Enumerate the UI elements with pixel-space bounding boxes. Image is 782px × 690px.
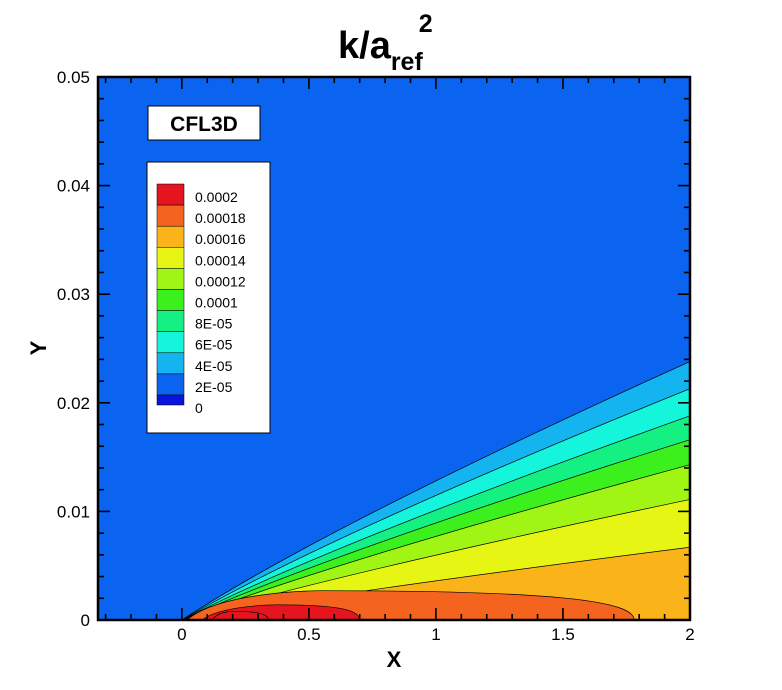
- solver-tag: CFL3D: [147, 105, 261, 141]
- y-tick-label: 0: [81, 611, 90, 630]
- x-tick-labels: 0 0.5 1 1.5 2: [177, 625, 695, 644]
- x-axis-title: X: [387, 647, 402, 672]
- y-tick-label: 0.03: [57, 285, 90, 304]
- legend-label: 4E-05: [195, 358, 233, 374]
- legend-swatch: [156, 310, 185, 332]
- legend-label: 6E-05: [195, 337, 233, 353]
- legend-label: 0.00012: [195, 273, 246, 289]
- axis-ticks: [98, 76, 691, 621]
- contour-bands: [180, 360, 691, 621]
- legend-swatch: [156, 268, 185, 290]
- title-subscript: ref: [391, 48, 424, 76]
- y-tick-label: 0.01: [57, 502, 90, 521]
- legend-swatch: [156, 352, 185, 375]
- legend-swatch: [156, 394, 185, 406]
- x-tick-label: 0.5: [297, 625, 321, 644]
- y-tick-label: 0.04: [57, 177, 90, 196]
- y-tick-labels: 0 0.01 0.02 0.03 0.04 0.05: [57, 68, 90, 630]
- legend-swatch: [156, 373, 185, 396]
- legend: 0.0002 0.00018 0.00016 0.00014 0.00012 0.0001…: [146, 161, 271, 434]
- legend-label: 0: [195, 400, 203, 416]
- x-tick-label: 1: [431, 625, 440, 644]
- y-axis-title: Y: [26, 340, 51, 355]
- legend-swatch: [156, 183, 185, 206]
- legend-swatch: [156, 204, 185, 227]
- legend-label: 0.0001: [195, 295, 238, 311]
- x-tick-label: 2: [685, 625, 694, 644]
- legend-swatch: [156, 225, 185, 248]
- x-tick-label: 1.5: [551, 625, 575, 644]
- plot-frame: [96, 75, 692, 622]
- legend-label: 0.00016: [195, 231, 246, 247]
- legend-label: 0.00018: [195, 210, 246, 226]
- legend-swatch: [156, 331, 185, 354]
- legend-items: 0.0002 0.00018 0.00016 0.00014 0.00012 0.0001…: [156, 183, 246, 416]
- legend-swatch: [156, 289, 185, 311]
- x-tick-label: 0: [177, 625, 186, 644]
- chart-title: k/aref 2: [338, 10, 433, 76]
- legend-label: 0.00014: [195, 252, 246, 268]
- wall-contour-3: [211, 610, 269, 621]
- legend-label: 0.0002: [195, 189, 238, 205]
- y-tick-label: 0.02: [57, 394, 90, 413]
- svg-text:k/aref2: k/aref 2: [338, 10, 433, 76]
- legend-label: 8E-05: [195, 316, 233, 332]
- solver-tag-text: CFL3D: [170, 113, 238, 136]
- y-tick-label: 0.05: [57, 68, 90, 87]
- title-main: k/a: [338, 25, 392, 67]
- title-superscript: 2: [419, 10, 433, 38]
- near-wall-contours: [185, 590, 635, 621]
- legend-label: 2E-05: [195, 379, 233, 395]
- legend-swatch: [156, 247, 185, 269]
